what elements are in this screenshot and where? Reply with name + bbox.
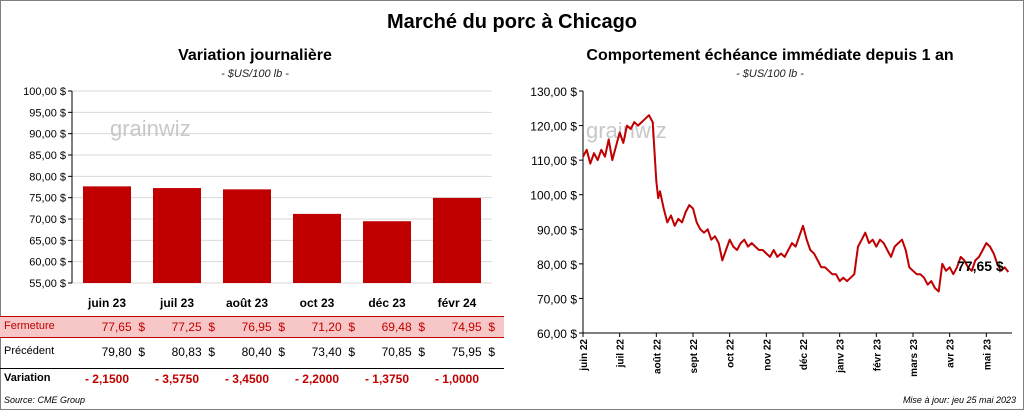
table-cell: 79,80 $ xyxy=(101,345,145,359)
x-tick-label: juin 22 xyxy=(579,339,590,372)
bar-chart-units: - $US/100 lb - xyxy=(221,68,289,80)
y-tick-label: 70,00 $ xyxy=(537,292,577,306)
x-tick-label: juil 23 xyxy=(159,296,194,310)
x-tick-label: févr 23 xyxy=(872,339,883,372)
y-tick-label: 100,00 $ xyxy=(530,189,577,203)
x-tick-label: mars 23 xyxy=(909,339,920,377)
close-row: Fermeture 77,65 $ 77,25 $ 76,95 $ 71,20 $ 69… xyxy=(0,316,504,338)
x-tick-label: mai 23 xyxy=(982,339,993,371)
table-cell: - 1,3750 xyxy=(364,372,410,386)
table-cell: 75,95 $ xyxy=(451,345,495,359)
table-cell: 76,95 $ xyxy=(241,320,285,334)
x-tick-label: déc 23 xyxy=(368,296,406,310)
y-tick-label: 130,00 $ xyxy=(530,85,577,99)
table-cell: - 1,0000 xyxy=(434,372,480,386)
y-tick-label: 110,00 $ xyxy=(531,154,577,168)
line-chart-title: Comportement échéance immédiate depuis 1… xyxy=(586,47,954,64)
y-tick-label: 65,00 $ xyxy=(29,235,66,247)
page-title: Marché du porc à Chicago xyxy=(386,11,638,33)
previous-row: Précédent 79,80 $ 80,83 $ 80,40 $ 73,40 $ 70… xyxy=(0,342,504,362)
last-value-label: 77,65 $ xyxy=(957,258,1004,274)
bar xyxy=(83,186,131,283)
source-note: Source: CME Group xyxy=(4,395,86,405)
x-tick-label: août 22 xyxy=(652,339,663,374)
variation-row: Variation - 2,1500 - 3,5750 - 3,4500 - 2,20… xyxy=(0,368,504,389)
x-tick-label: nov 22 xyxy=(762,339,773,371)
x-tick-label: juil 22 xyxy=(616,339,627,369)
table-cell: - 3,4500 xyxy=(224,372,270,386)
table-cell: 71,20 $ xyxy=(311,320,355,334)
y-tick-label: 95,00 $ xyxy=(29,107,66,119)
y-tick-label: 120,00 $ xyxy=(530,120,577,134)
x-tick-label: févr 24 xyxy=(438,296,477,310)
x-tick-label: août 23 xyxy=(226,296,268,310)
x-tick-label: sept 22 xyxy=(689,339,700,374)
y-tick-label: 60,00 $ xyxy=(537,327,577,341)
y-tick-label: 55,00 $ xyxy=(29,278,66,290)
x-tick-label: oct 22 xyxy=(726,339,737,368)
x-tick-label: déc 22 xyxy=(799,339,810,371)
y-tick-label: 70,00 $ xyxy=(29,214,66,226)
bar xyxy=(363,221,411,283)
table-cell: 74,95 $ xyxy=(451,320,495,334)
table-cell: 70,85 $ xyxy=(381,345,425,359)
bar-chart: 55,00 $ 60,00 $ 65,00 $ 70,00 $ 75,00 $ 80,00… xyxy=(23,86,492,310)
y-tick-label: 90,00 $ xyxy=(537,223,577,237)
x-tick-label: juin 23 xyxy=(87,296,126,310)
variation-label: Variation xyxy=(4,372,51,384)
y-tick-label: 80,00 $ xyxy=(29,171,66,183)
table-cell: 69,48 $ xyxy=(381,320,425,334)
bar xyxy=(223,189,271,283)
series-line xyxy=(582,114,1010,293)
y-tick-label: 100,00 $ xyxy=(23,86,66,98)
table-cell: 73,40 $ xyxy=(311,345,355,359)
previous-label: Précédent xyxy=(4,345,55,357)
watermark: grainwiz xyxy=(110,116,191,141)
bar xyxy=(433,197,481,283)
table-cell: 80,83 $ xyxy=(171,345,215,359)
y-tick-label: 85,00 $ xyxy=(29,150,66,162)
table-cell: 80,40 $ xyxy=(241,345,285,359)
table-cell: 77,25 $ xyxy=(171,320,215,334)
x-tick-label: avr 23 xyxy=(946,339,957,368)
line-chart-units: - $US/100 lb - xyxy=(736,68,804,80)
x-tick-label: janv 23 xyxy=(836,339,847,374)
table-cell: - 2,2000 xyxy=(294,372,340,386)
table-cell: 77,65 $ xyxy=(101,320,145,334)
table-cell: - 3,5750 xyxy=(154,372,200,386)
bar-chart-title: Variation journalière xyxy=(178,47,332,64)
table-cell: - 2,1500 xyxy=(84,372,130,386)
close-label: Fermeture xyxy=(4,320,55,332)
y-tick-label: 60,00 $ xyxy=(29,257,66,269)
y-tick-label: 80,00 $ xyxy=(537,258,577,272)
bar xyxy=(153,188,201,283)
bar xyxy=(293,213,341,283)
x-tick-label: oct 23 xyxy=(300,296,335,310)
y-tick-label: 90,00 $ xyxy=(29,129,66,141)
update-note: Mise à jour: jeu 25 mai 2023 xyxy=(902,395,1016,405)
y-tick-label: 75,00 $ xyxy=(29,193,66,205)
